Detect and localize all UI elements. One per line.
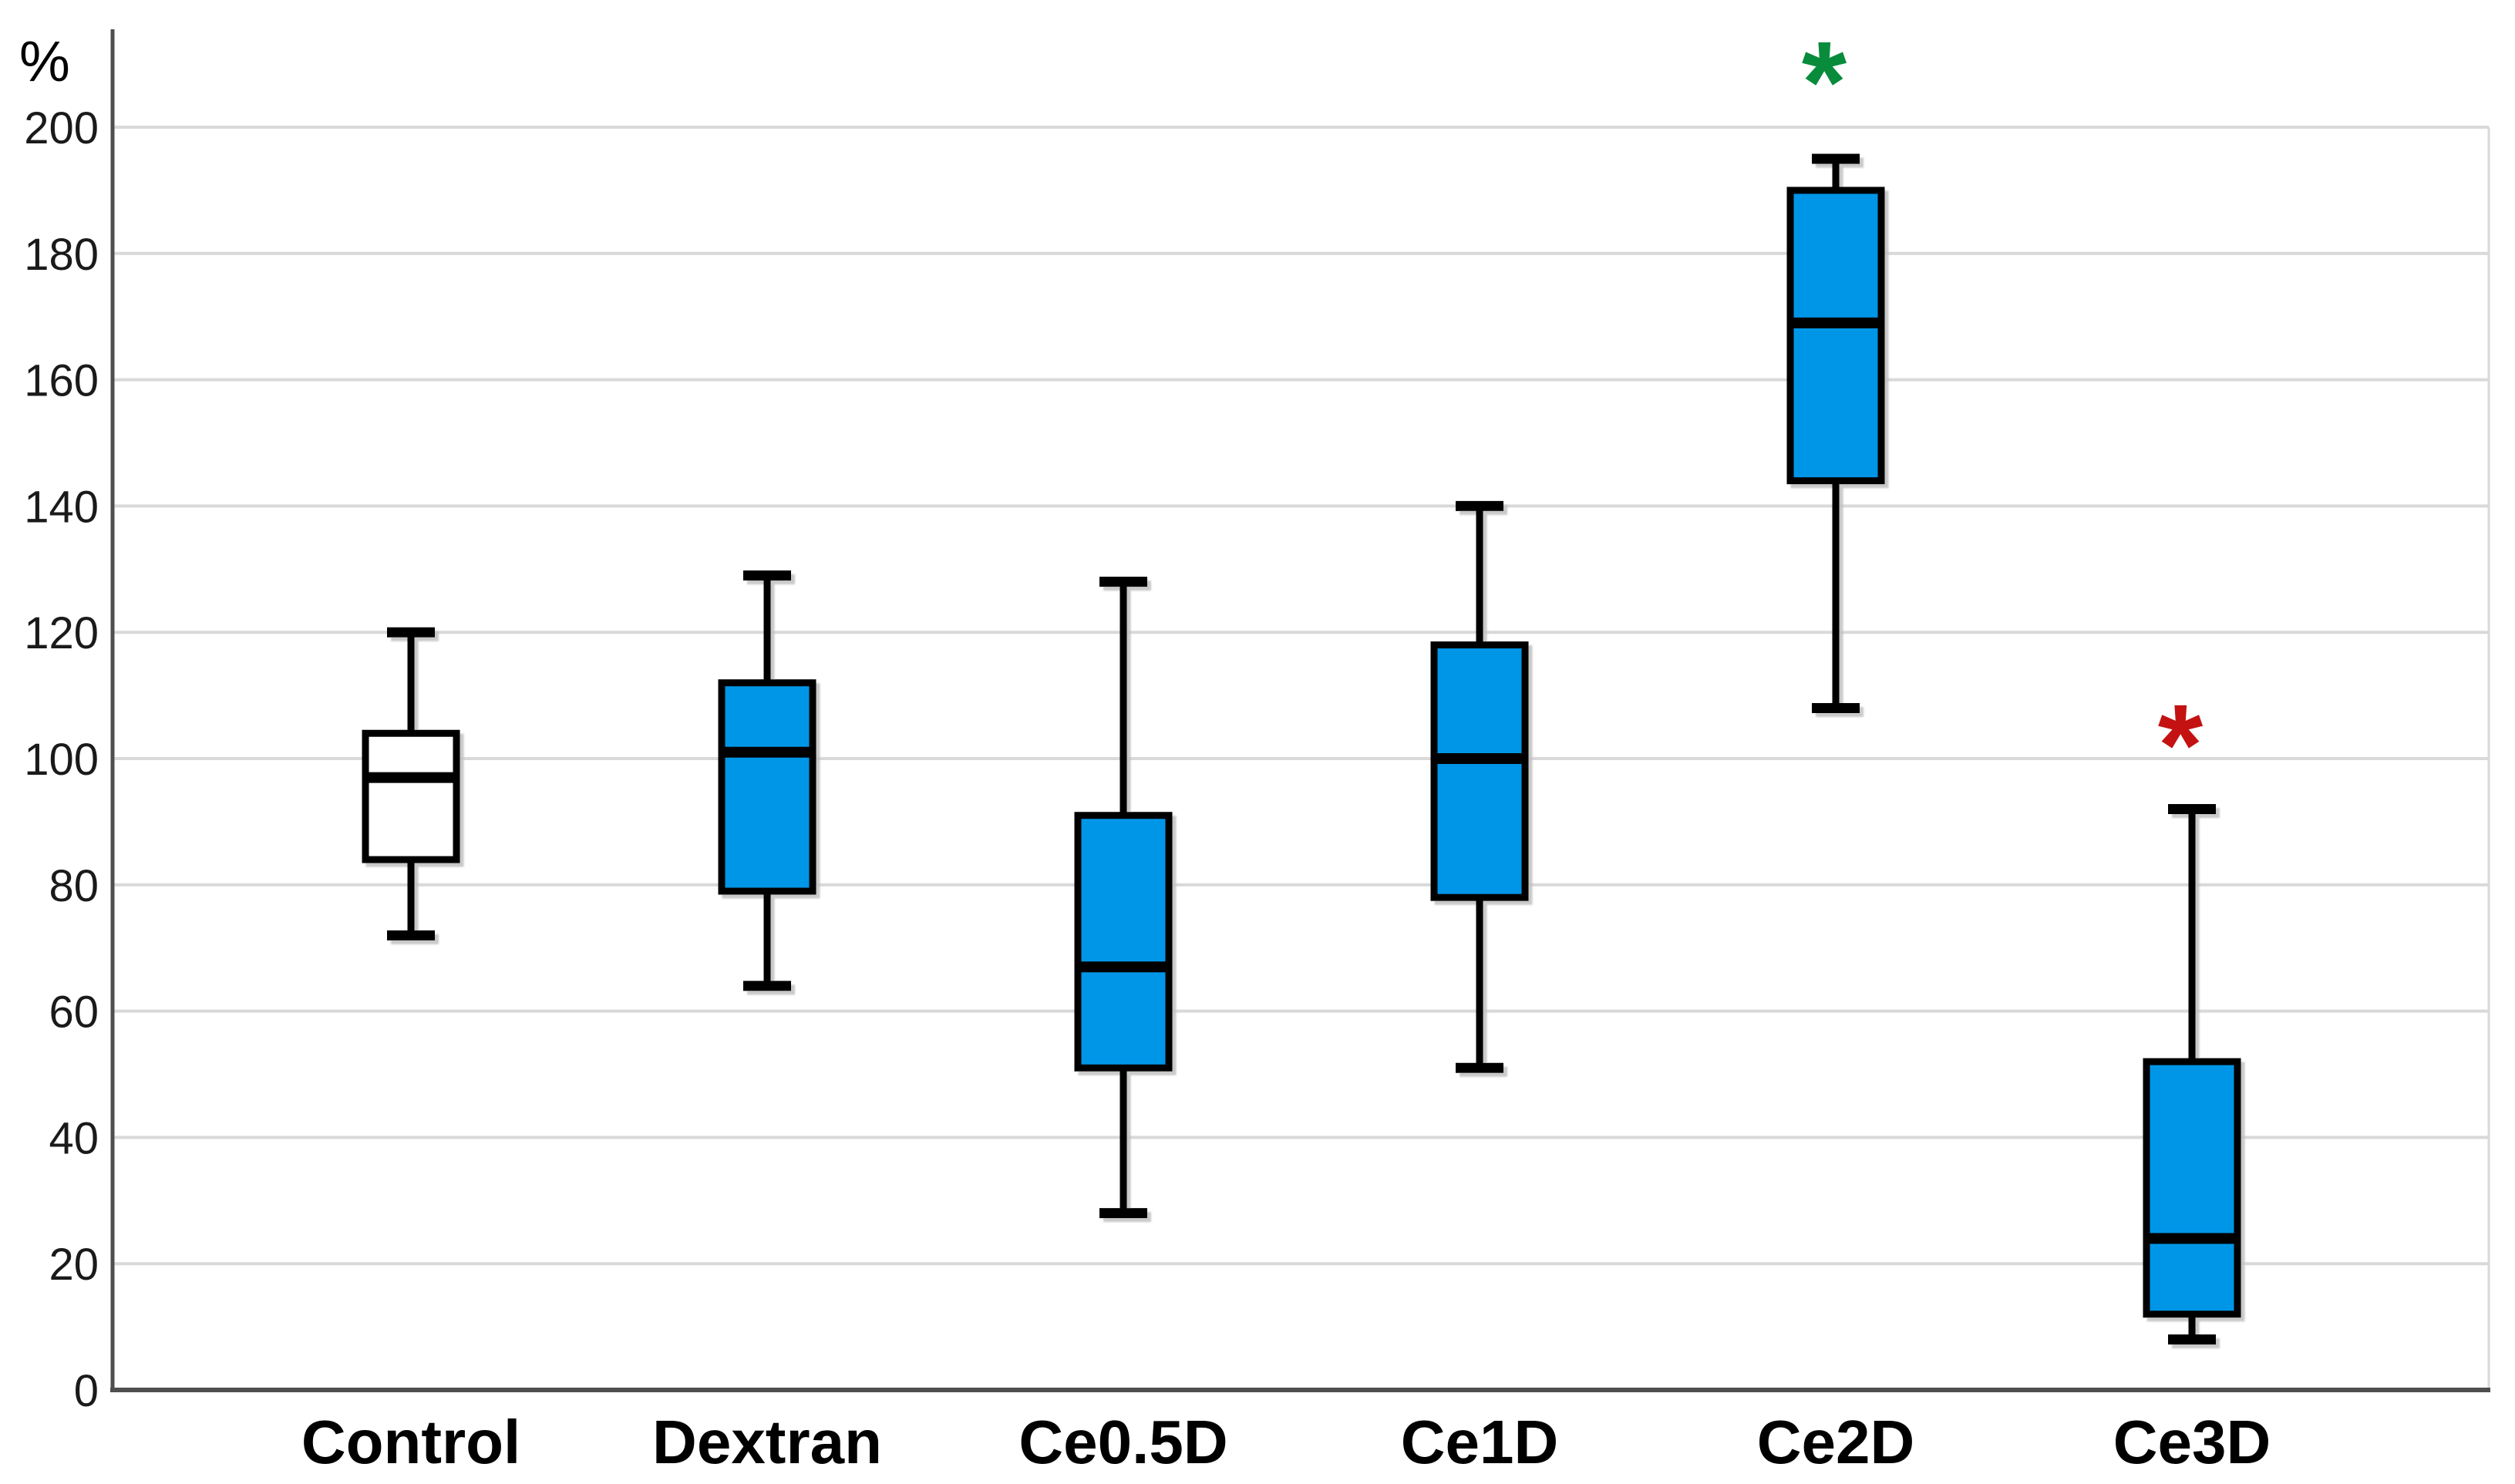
box-group-Ce2D <box>1786 153 1885 713</box>
axes <box>110 29 2490 1392</box>
category-label-Dextran: Dextran <box>652 1408 882 1476</box>
y-tick-label-20: 20 <box>49 1240 99 1290</box>
box-group-Ce3D <box>2143 804 2241 1344</box>
x-category-labels: Control Dextran Ce0.5D Ce1D Ce2D Ce3D <box>301 1408 2271 1476</box>
category-label-Ce2D: Ce2D <box>1757 1408 1915 1476</box>
gridlines <box>113 126 2490 1390</box>
category-label-Ce1D: Ce1D <box>1401 1408 1559 1476</box>
iqr-box-Control <box>362 729 460 863</box>
significance-marker-red-Ce3D: * <box>2158 680 2204 809</box>
box-group-Control <box>362 627 460 941</box>
y-tick-label-0: 0 <box>74 1366 99 1416</box>
category-label-Ce0.5D: Ce0.5D <box>1018 1408 1227 1476</box>
iqr-box-Ce1D <box>1430 641 1529 901</box>
box-group-Ce0.5D <box>1074 577 1173 1219</box>
significance-marker-green-Ce2D: * <box>1802 17 1847 146</box>
y-tick-label-120: 120 <box>24 608 99 658</box>
iqr-box-Ce2D <box>1786 187 1885 485</box>
significance-markers: ** <box>1802 17 2204 809</box>
y-tick-labels: 0 20 40 60 80 100 120 140 160 180 200 <box>24 103 99 1416</box>
y-tick-label-180: 180 <box>24 230 99 280</box>
y-tick-label-40: 40 <box>49 1113 99 1163</box>
y-tick-label-140: 140 <box>24 482 99 532</box>
y-tick-label-160: 160 <box>24 356 99 406</box>
iqr-box-Ce3D <box>2143 1058 2241 1318</box>
iqr-box-Dextran <box>718 679 816 895</box>
category-label-Ce3D: Ce3D <box>2113 1408 2271 1476</box>
box-series <box>362 153 2241 1344</box>
iqr-box-Ce0.5D <box>1074 812 1173 1072</box>
y-tick-label-80: 80 <box>49 861 99 911</box>
y-tick-label-200: 200 <box>24 103 99 153</box>
y-tick-label-60: 60 <box>49 988 99 1038</box>
y-axis-unit-label: % <box>19 29 70 93</box>
y-tick-label-100: 100 <box>24 735 99 785</box>
category-label-Control: Control <box>301 1408 520 1476</box>
box-group-Ce1D <box>1430 500 1529 1073</box>
box-group-Dextran <box>718 570 816 991</box>
